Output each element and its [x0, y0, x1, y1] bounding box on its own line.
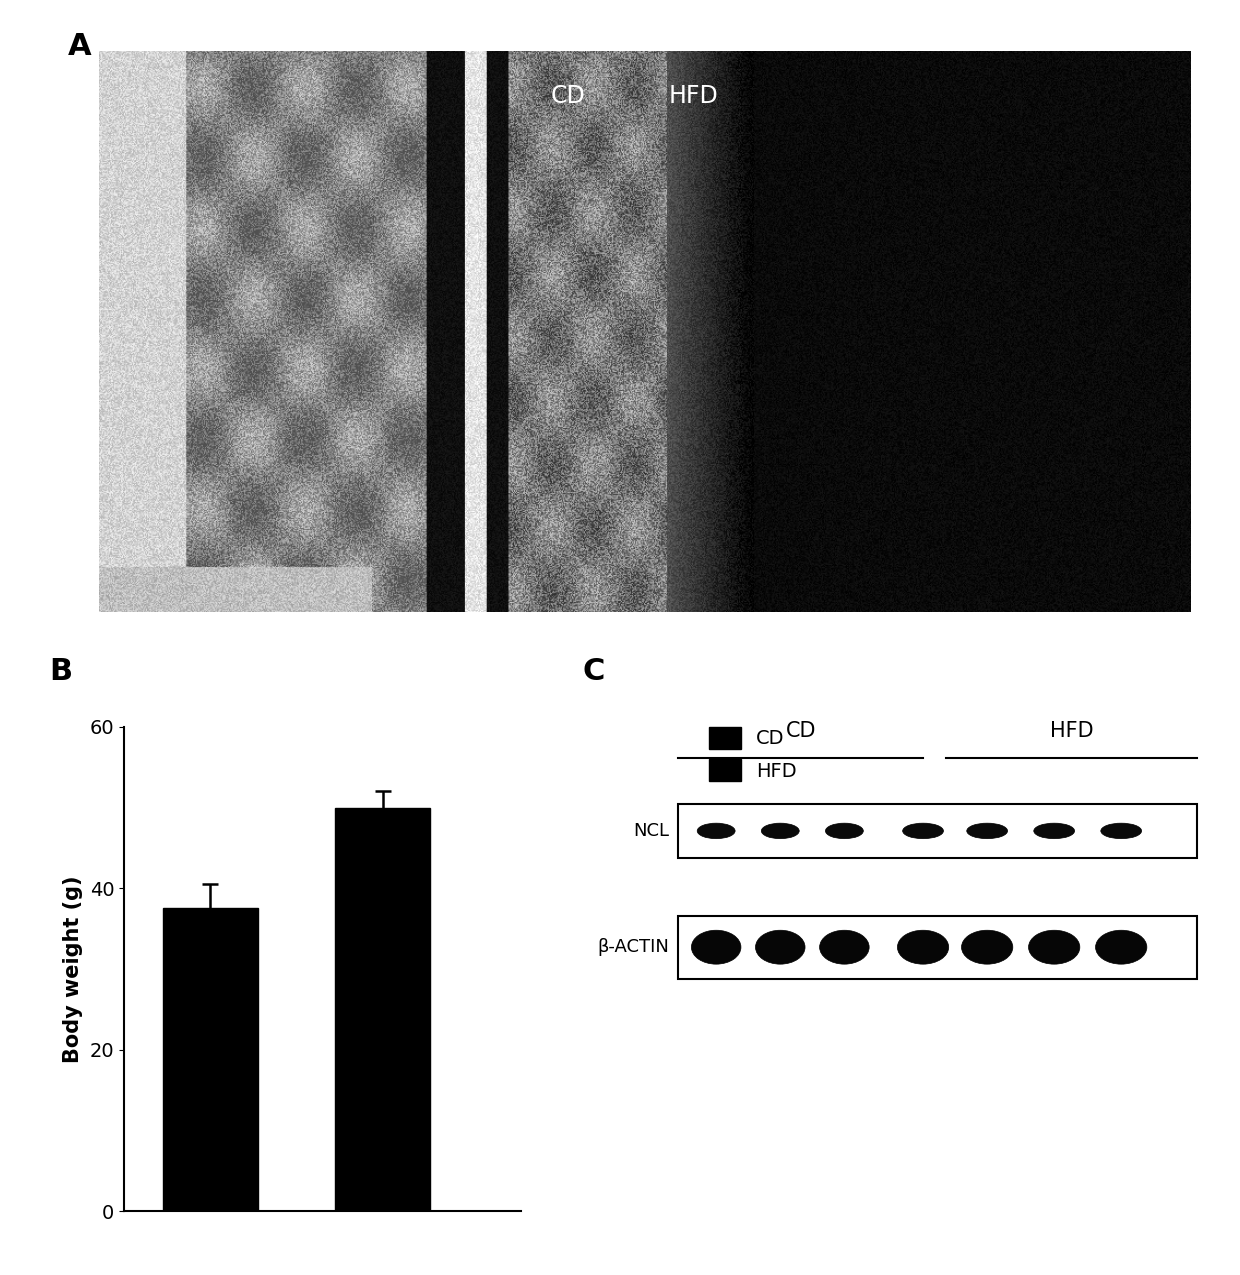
- Text: CD: CD: [785, 722, 816, 741]
- Ellipse shape: [961, 931, 1013, 964]
- Ellipse shape: [826, 824, 863, 839]
- Ellipse shape: [1096, 931, 1147, 964]
- Ellipse shape: [1034, 824, 1075, 839]
- Y-axis label: Body weight (g): Body weight (g): [63, 875, 83, 1063]
- Ellipse shape: [1101, 824, 1142, 839]
- Ellipse shape: [1028, 931, 1080, 964]
- Text: β-ACTIN: β-ACTIN: [598, 938, 670, 956]
- Text: NCL: NCL: [634, 822, 670, 840]
- Ellipse shape: [692, 931, 742, 964]
- Ellipse shape: [820, 931, 869, 964]
- Text: C: C: [583, 657, 605, 686]
- Ellipse shape: [903, 824, 944, 839]
- Text: A: A: [68, 32, 92, 61]
- Bar: [678, 805, 1197, 858]
- Bar: [335, 807, 430, 1211]
- Ellipse shape: [967, 824, 1008, 839]
- Text: HFD: HFD: [1050, 722, 1094, 741]
- Bar: [162, 908, 258, 1211]
- Ellipse shape: [898, 931, 949, 964]
- Bar: [678, 915, 1197, 979]
- Text: HFD: HFD: [670, 84, 719, 108]
- Ellipse shape: [755, 931, 805, 964]
- Ellipse shape: [761, 824, 800, 839]
- Ellipse shape: [697, 824, 735, 839]
- Text: B: B: [50, 657, 73, 686]
- Legend: CD, HFD: CD, HFD: [709, 727, 797, 782]
- Text: CD: CD: [551, 84, 585, 108]
